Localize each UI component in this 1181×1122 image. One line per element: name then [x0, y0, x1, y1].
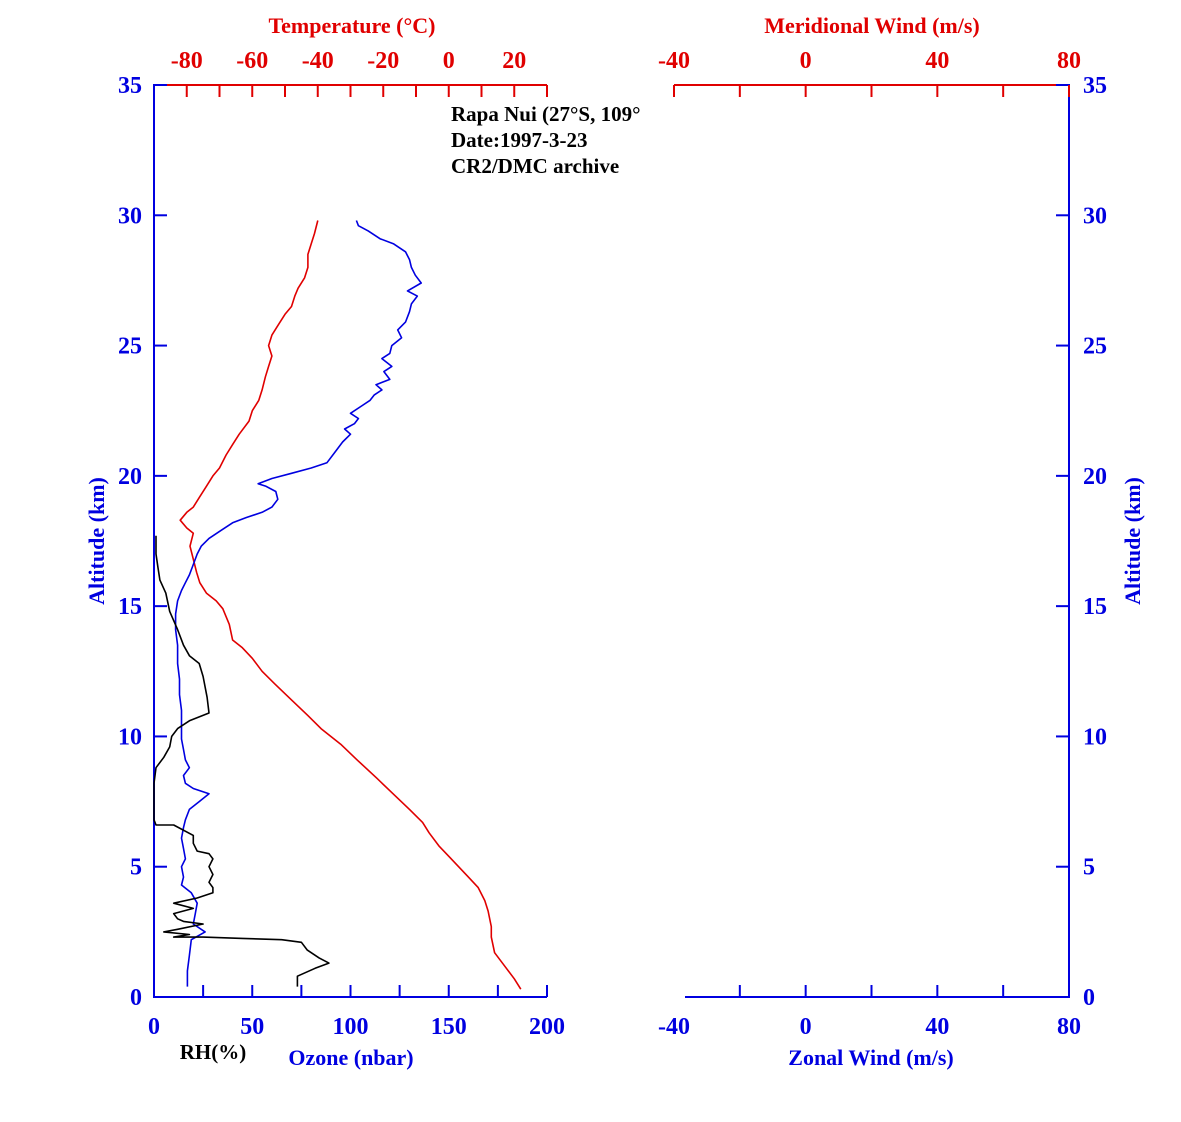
- y-tick-label: 0: [130, 985, 142, 1011]
- ozone-profile-line: [174, 220, 422, 987]
- y-tick-label: 5: [130, 855, 142, 881]
- meridional-wind-axis-title: Meridional Wind (m/s): [764, 13, 980, 38]
- rh-profile-line: [153, 535, 330, 987]
- bottom-tick-label: 100: [333, 1014, 369, 1040]
- y-tick-label: 5: [1083, 855, 1095, 881]
- y-tick-label: 10: [118, 724, 142, 750]
- annotation-archive: CR2/DMC archive: [451, 154, 619, 178]
- y-tick-label: 20: [118, 464, 142, 490]
- ozone-axis-title: Ozone (nbar): [288, 1045, 413, 1070]
- y-tick-label: 20: [1083, 464, 1107, 490]
- bottom-tick-label: 80: [1057, 1014, 1081, 1040]
- right-altitude-title: Altitude (km): [1120, 477, 1145, 605]
- y-tick-label: 10: [1083, 724, 1107, 750]
- temperature-axis-title: Temperature (°C): [268, 13, 435, 38]
- bottom-tick-label: 200: [529, 1014, 565, 1040]
- y-tick-label: 15: [1083, 594, 1107, 620]
- left-altitude-title: Altitude (km): [84, 477, 109, 605]
- y-tick-label: 15: [118, 594, 142, 620]
- bottom-tick-label: 0: [800, 1014, 812, 1040]
- bottom-tick-label: 40: [925, 1014, 949, 1040]
- bottom-tick-label: 50: [240, 1014, 264, 1040]
- right-panel: 0 5 10 15 20 25 30 35 -40 0 40 80 -40 0 40 80: [658, 48, 1107, 1040]
- rh-axis-title: RH(%): [180, 1040, 247, 1064]
- top-tick-label: -40: [302, 48, 334, 74]
- y-tick-label: 30: [1083, 203, 1107, 229]
- temperature-profile-line: [179, 220, 522, 990]
- y-tick-label: 35: [118, 73, 142, 99]
- y-tick-label: 35: [1083, 73, 1107, 99]
- zonal-wind-axis-title: Zonal Wind (m/s): [788, 1045, 953, 1070]
- y-tick-label: 25: [118, 334, 142, 360]
- top-tick-label: -60: [236, 48, 268, 74]
- bottom-tick-label: 150: [431, 1014, 467, 1040]
- bottom-tick-label: -40: [658, 1014, 690, 1040]
- top-tick-label: 0: [800, 48, 812, 74]
- annotation-station: Rapa Nui (27°S, 109°: [451, 102, 641, 126]
- annotation-date: Date:1997-3-23: [451, 128, 587, 152]
- top-tick-label: -80: [171, 48, 203, 74]
- top-tick-label: 40: [925, 48, 949, 74]
- y-tick-label: 30: [118, 203, 142, 229]
- top-tick-label: -40: [658, 48, 690, 74]
- y-tick-label: 25: [1083, 334, 1107, 360]
- top-tick-label: 0: [443, 48, 455, 74]
- y-tick-label: 0: [1083, 985, 1095, 1011]
- top-tick-label: 20: [502, 48, 526, 74]
- top-tick-label: -20: [367, 48, 399, 74]
- top-tick-label: 80: [1057, 48, 1081, 74]
- bottom-tick-label: 0: [148, 1014, 160, 1040]
